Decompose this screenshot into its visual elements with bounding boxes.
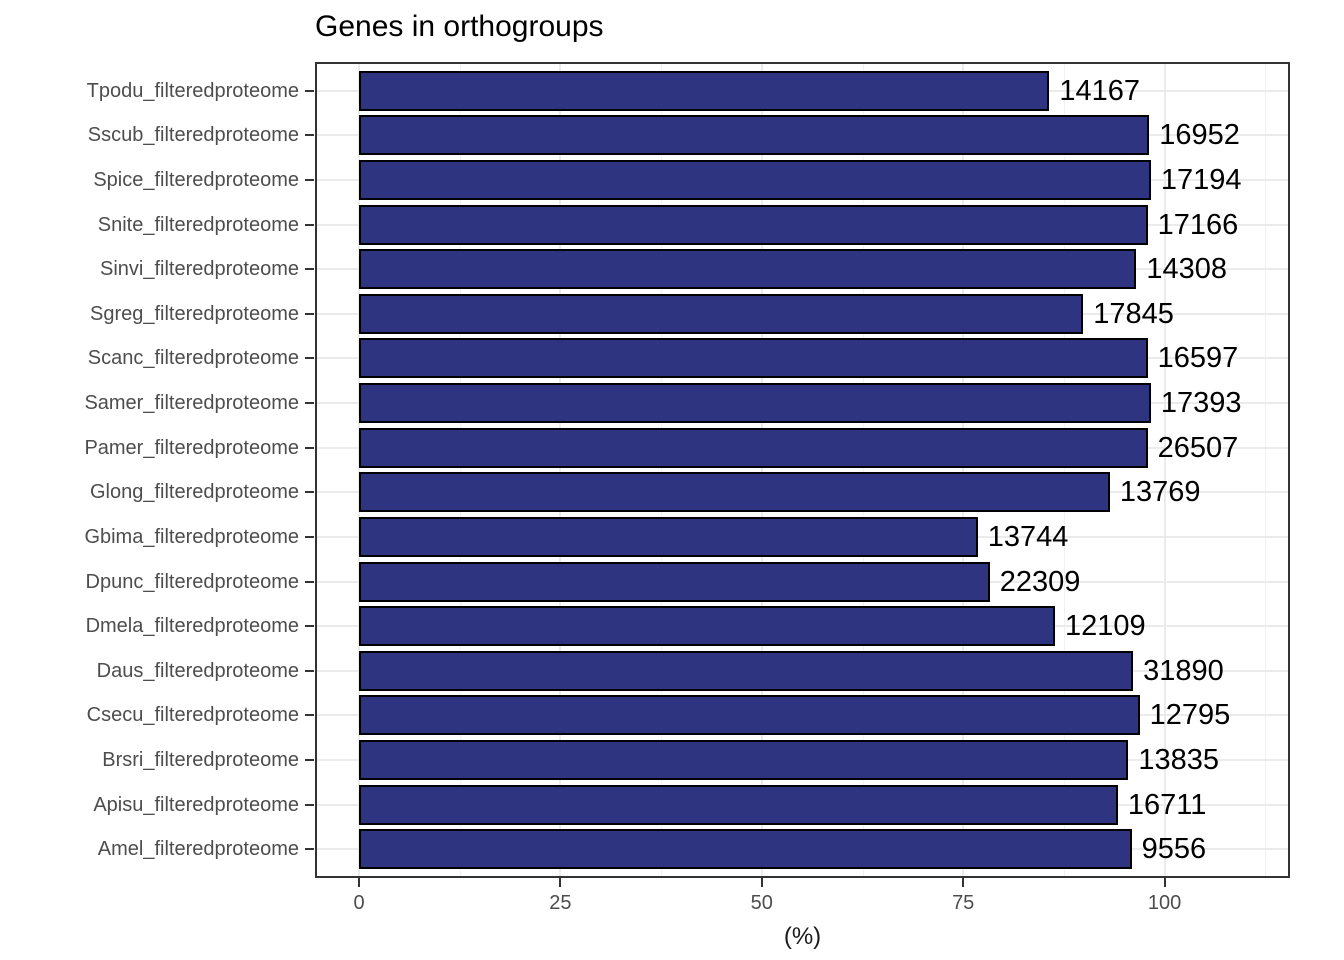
bar — [359, 70, 1050, 111]
x-axis-tick-label: 25 — [549, 892, 572, 914]
y-axis-tick — [305, 714, 314, 717]
bar-value-label: 26507 — [1157, 431, 1239, 464]
bar-value-label: 17166 — [1157, 208, 1239, 241]
y-axis-label: Csecu_filteredproteome — [86, 704, 299, 727]
bar-value-label: 14167 — [1059, 74, 1141, 107]
y-axis-label: Sscub_filteredproteome — [87, 124, 299, 147]
x-axis-tick — [1163, 878, 1166, 887]
y-axis-tick — [305, 134, 314, 137]
bar — [359, 829, 1132, 870]
x-axis-title: (%) — [783, 923, 822, 950]
y-axis-tick — [305, 223, 314, 226]
bar-value-label: 9556 — [1141, 833, 1207, 866]
bar — [359, 427, 1148, 468]
bar-value-label: 16711 — [1127, 788, 1207, 821]
y-axis-tick — [305, 535, 314, 538]
bar-value-label: 17194 — [1160, 164, 1242, 196]
bar-value-label: 13744 — [987, 520, 1069, 553]
gridline-major — [760, 64, 763, 876]
gridline-minor — [862, 64, 864, 876]
x-axis-tick — [760, 878, 763, 887]
bar — [359, 561, 990, 602]
bar-value-label: 14308 — [1146, 253, 1228, 286]
y-axis-label: Gbima_filteredproteome — [84, 525, 299, 548]
y-axis-tick — [305, 446, 314, 449]
y-axis-label: Pamer_filteredproteome — [84, 436, 299, 459]
bar — [359, 115, 1150, 156]
x-axis-tick-label: 100 — [1147, 892, 1182, 914]
gridline-major — [962, 64, 965, 876]
y-axis-label: Tpodu_filteredproteome — [86, 79, 299, 102]
bar — [359, 204, 1148, 245]
bar — [359, 293, 1084, 334]
y-axis-tick — [305, 491, 314, 494]
plot-panel: 14167 16952 17194 17166 14308 17845 16597 17393… — [315, 62, 1290, 878]
bar-value-label: 12795 — [1149, 699, 1231, 732]
y-axis-label: Glong_filteredproteome — [89, 481, 299, 504]
x-axis-tick-label: 0 — [353, 892, 365, 914]
bar — [359, 472, 1110, 513]
bar-value-label: 16597 — [1157, 342, 1239, 375]
y-axis-label: Amel_filteredproteome — [97, 838, 299, 861]
y-axis-label: Daus_filteredproteome — [96, 659, 299, 682]
y-axis-label: Samer_filteredproteome — [84, 392, 299, 415]
y-axis-label: Sinvi_filteredproteome — [100, 258, 299, 281]
y-axis-tick — [305, 179, 314, 181]
y-axis-tick — [305, 357, 314, 360]
x-axis-tick — [559, 878, 562, 887]
y-axis-label: Snite_filteredproteome — [97, 213, 299, 236]
bar-value-label: 13835 — [1138, 744, 1219, 776]
y-axis-label: Scanc_filteredproteome — [87, 347, 299, 370]
y-axis-tick — [305, 312, 314, 315]
x-axis-tick-label: 75 — [952, 892, 975, 914]
bar — [359, 383, 1151, 424]
bar-value-label: 16952 — [1159, 119, 1240, 152]
gridline-minor — [661, 64, 663, 876]
bar-value-label: 31890 — [1143, 654, 1224, 687]
y-axis-label: Dpunc_filteredproteome — [85, 570, 299, 593]
y-axis-label: Sgreg_filteredproteome — [89, 302, 299, 325]
y-axis-tick — [305, 759, 314, 761]
gridline-minor — [1265, 64, 1267, 876]
bar-value-label: 17393 — [1160, 387, 1242, 420]
y-axis-label: Spice_filteredproteome — [93, 169, 299, 191]
y-axis-tick — [305, 580, 314, 583]
y-axis-tick — [305, 803, 314, 806]
bar — [359, 338, 1148, 379]
chart-title: Genes in orthogroups — [315, 10, 604, 43]
y-axis-tick — [305, 89, 314, 92]
bar — [359, 160, 1151, 200]
gridline-minor — [1063, 64, 1065, 876]
bar-value-label: 13769 — [1119, 476, 1201, 509]
y-axis-tick — [305, 848, 314, 851]
y-axis-label: Dmela_filteredproteome — [85, 615, 299, 638]
bar — [359, 650, 1134, 691]
bar — [359, 784, 1118, 825]
bar — [359, 249, 1137, 290]
bar-value-label: 17845 — [1093, 297, 1174, 330]
x-axis-tick-label: 50 — [750, 892, 773, 914]
gridline-major — [559, 64, 562, 876]
bar — [359, 740, 1129, 780]
bar-value-label: 22309 — [999, 565, 1081, 598]
y-axis-tick — [305, 402, 314, 405]
gridline-minor — [459, 64, 461, 876]
x-axis-tick — [358, 878, 360, 887]
gridline-major — [358, 64, 360, 876]
y-axis-tick — [305, 669, 314, 672]
gridline-major — [1163, 64, 1166, 876]
x-axis-tick — [962, 878, 965, 887]
y-axis-label: Brsri_filteredproteome — [102, 749, 299, 771]
bar — [359, 695, 1140, 736]
bar — [359, 606, 1056, 647]
y-axis-label: Apisu_filteredproteome — [93, 793, 299, 816]
bar-value-label: 12109 — [1065, 610, 1146, 643]
bar — [359, 516, 978, 557]
y-axis-tick — [305, 625, 314, 628]
y-axis-tick — [305, 268, 314, 271]
